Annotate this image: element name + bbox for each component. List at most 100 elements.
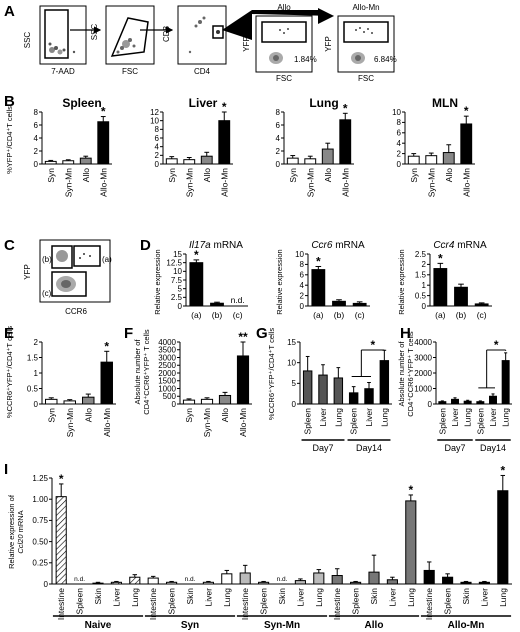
panel-a-label: A [4,3,15,20]
panel-f-ytick-label: 1000 [158,384,176,393]
panel-f-category-label: Allo [220,408,230,422]
flow-3-ylabel: CD8 [162,25,171,42]
panel-d-2-ytick-label: 0.5 [415,291,427,300]
panel-b-lung-ytick-label: 6 [276,121,281,130]
panel-b-lung-category-label: Syn [288,168,298,183]
panel-b-liver-bar [200,155,213,165]
panel-i-category-label: Skin [93,588,103,605]
panel-b-mln-ytick-label: 8 [397,118,402,127]
panel-b-spleen-category-label: Syn-Mn [63,168,73,198]
panel-d-2-ytick-label: 2 [422,260,427,269]
panel-h-category-label: Lung [501,408,511,427]
flow-allomn-title: Allo-Mn [352,3,379,12]
gate-1 [44,9,69,59]
panel-i-category-label: Spleen [259,588,269,615]
panel-b-liver-category-label: Allo [202,168,212,182]
panel-b-lung-bar [321,148,334,165]
panel-h-bar [438,401,447,405]
panel-h-category-label: Lung [463,408,473,427]
panel-g-ytick-label: 10 [287,358,296,367]
panel-b-lung-ytick-label: 2 [276,147,281,156]
panel-g-ytick-label: 15 [287,338,296,347]
panel-i: I Relative expression ofCcl20 mRNA 0 0.25 0.… [4,461,512,631]
panel-d-1-ytick-label: 4 [300,281,305,290]
panel-g-category-label: Lung [379,408,389,427]
panel-b-liver-bar [218,120,231,165]
panel-d-subplot-2: Ccr4 mRNA Relative expression 0 0.511.5 22.5… [397,240,492,320]
flow-plot-3: CD8 CD4 [162,5,227,76]
panel-i-category-label: Intestine [148,588,158,620]
panel-d-1-bar [352,302,367,307]
panel-b-spleen-ytick-label: 4 [34,134,39,143]
panel-i-bar [423,569,435,585]
panel-b-mln-category-label: Syn [409,168,419,183]
flow-allo-ylabel: YFP [242,36,251,52]
panel-d-0-ytick-label: 15 [173,250,182,259]
panel-i-category-label: Lung [130,588,140,607]
panel-i-category-label: Lung [314,588,324,607]
panel-b-mln-ytick-label: 6 [397,129,402,138]
panel-d-0-ytick-label: 10 [173,267,182,276]
panel-h-sig-star: * [494,338,499,352]
panel-b-lung-ytick-label: 0 [276,160,281,169]
panel-b-mln-bar [425,155,438,165]
panel-f-ytick-label: 3000 [158,353,176,362]
panel-d-0-bar [189,262,204,307]
panel-b-liver-ytick-label: 4 [155,142,160,151]
flow-allo-xlabel: FSC [276,74,292,83]
panel-b-lung-bar [304,158,317,165]
panel-i-sig-star: * [59,472,64,486]
panel-i-category-label: Liver [387,588,397,607]
panel-c: C (a) (b) (c) YFP CCR6 [4,237,112,316]
flow-allomn-ylabel: YFP [324,36,333,52]
panel-f-label: F [124,325,133,342]
gate-allo [261,21,307,43]
flow-plot-allo: Allo 1.84% YFP FSC [242,3,317,83]
panel-i-category-label: Liver [111,588,121,607]
panel-i-ytick-label: 0.50 [32,537,48,546]
panel-i-bar [258,581,270,585]
flow-plot-2: SSC FSC [90,5,155,76]
panel-d-0-ytick-label: 5 [178,284,183,293]
gate-allo-mn [343,21,389,43]
gate-c [51,271,87,297]
panel-a: A SSC 7-AAD SSC FSC [4,3,397,83]
panel-b-mln-bar [407,155,420,165]
panel-h-bar [451,398,459,405]
panel-f-category-label: Syn [184,408,194,423]
panel-i-bar [239,572,251,585]
panel-e-ytick-label: 0.5 [27,384,39,393]
panel-b-subplot-title: MLN [432,96,458,110]
panel-d-2-ytick-label: 0 [422,302,427,311]
panel-b-subplot-title: Lung [309,96,338,110]
panel-e-bar [82,396,95,405]
panel-b-subplot-spleen: Spleen 0 2 4 6 8 Syn Syn-Mn Allo * Allo-Mn [34,96,112,197]
panel-i-sig-star: * [500,463,505,477]
flow-plot-1: SSC 7-AAD [23,5,87,76]
panel-b-spleen-ytick-label: 2 [34,147,39,156]
panel-i-category-label: Intestine [332,588,342,620]
panel-b-mln-category-label: Allo [444,168,454,182]
panel-i-nd-label: n.d. [277,576,288,583]
panel-e-ytick-label: 1 [34,369,39,378]
panel-d-subplot-title: Il17a mRNA [189,240,243,251]
panel-d-0-sig-star: * [194,248,199,262]
flow-2-ylabel: SSC [90,24,99,41]
panel-i-category-label: Skin [185,588,195,605]
panel-i-category-label: Lung [498,588,508,607]
panel-f-bar [200,398,214,405]
dots-1 [48,42,76,55]
panel-i-category-label: Liver [479,588,489,607]
panel-b-liver-category-label: Syn-Mn [184,168,194,198]
panel-c-label: C [4,237,15,254]
flow-plot-allo-mn: Allo-Mn 6.84% YFP FSC [324,3,397,83]
panel-g-bar [302,370,313,405]
panel-d-1-ytick-label: 8 [300,260,305,269]
panel-b-spleen-category-label: Allo-Mn [98,168,108,197]
panel-b-liver-bar [165,158,178,165]
panel-i-ytick-label: 0 [44,580,49,589]
panel-h-bar [501,360,510,405]
